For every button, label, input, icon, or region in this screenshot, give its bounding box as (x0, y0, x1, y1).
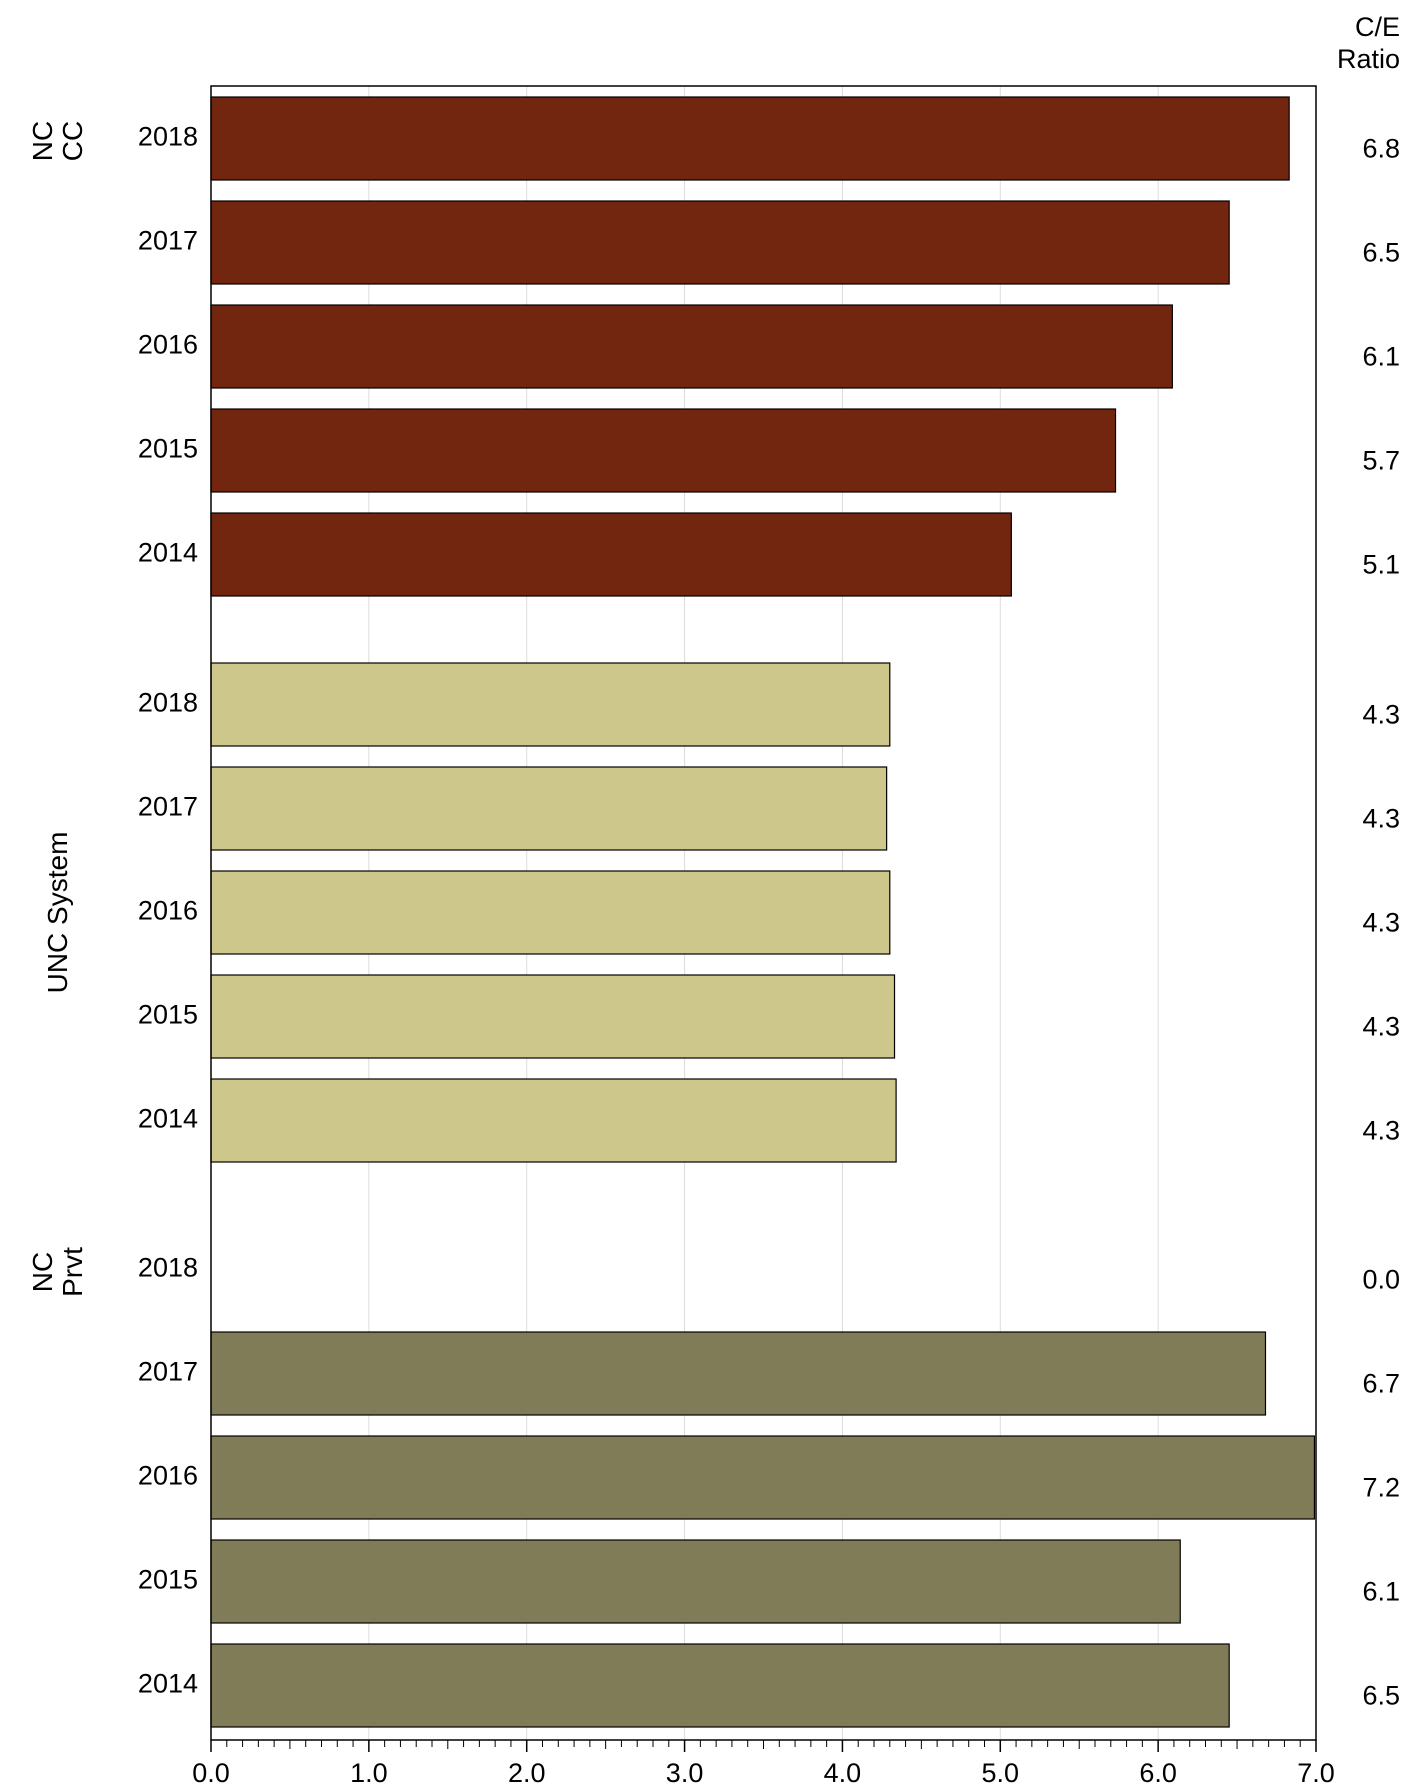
bar (210, 1331, 1267, 1416)
bar (210, 1643, 1230, 1728)
value-label: 6.5 (1362, 238, 1400, 268)
group-label: NCCC (27, 121, 88, 161)
year-label: 2014 (138, 1669, 198, 1699)
value-label: 6.7 (1362, 1369, 1400, 1399)
bar (210, 512, 1012, 597)
value-label: 4.3 (1362, 1116, 1400, 1146)
x-tick-label: 2.0 (508, 1758, 546, 1786)
value-label: 5.7 (1362, 446, 1400, 476)
value-label: 4.3 (1362, 908, 1400, 938)
x-axis: 0.0 1.0 2.0 3.0 4.0 5.0 6.0 7.0 (192, 1740, 1335, 1786)
value-label: 6.1 (1362, 1577, 1400, 1607)
bar (210, 304, 1173, 389)
x-tick-label: 5.0 (982, 1758, 1020, 1786)
x-tick-label: 6.0 (1139, 1758, 1177, 1786)
bar (210, 974, 896, 1059)
x-tick-label: 7.0 (1297, 1758, 1335, 1786)
x-tick-label: 0.0 (192, 1758, 230, 1786)
value-label: 6.5 (1362, 1681, 1400, 1711)
bar (210, 96, 1290, 181)
year-label: 2016 (138, 1461, 198, 1491)
value-label: 4.3 (1362, 700, 1400, 730)
x-tick-label: 4.0 (824, 1758, 862, 1786)
x-tick-label: 3.0 (666, 1758, 704, 1786)
year-label: 2017 (138, 792, 198, 822)
value-label: 6.8 (1362, 134, 1400, 164)
year-label: 2018 (138, 122, 198, 152)
year-label: 2015 (138, 434, 198, 464)
group-label-line: NC (27, 121, 58, 161)
year-label: 2017 (138, 226, 198, 256)
value-label: 5.1 (1362, 550, 1400, 580)
group-label-line: UNC System (42, 832, 73, 994)
year-label: 2014 (138, 538, 198, 568)
year-label: 2015 (138, 1565, 198, 1595)
bar (210, 200, 1230, 285)
bar (210, 1435, 1316, 1520)
value-header-line: Ratio (1337, 44, 1400, 74)
bar (210, 662, 891, 747)
year-label: 2014 (138, 1104, 198, 1134)
bar-series (210, 96, 1316, 1728)
year-label: 2016 (138, 896, 198, 926)
bar (210, 1539, 1181, 1624)
year-label: 2018 (138, 688, 198, 718)
value-header-line: C/E (1355, 12, 1400, 42)
group-label-line: Prvt (57, 1247, 88, 1297)
value-label: 4.3 (1362, 804, 1400, 834)
value-label: 6.1 (1362, 342, 1400, 372)
bar (210, 408, 1117, 493)
bar (210, 870, 891, 955)
value-label: 0.0 (1362, 1265, 1400, 1295)
value-label: 4.3 (1362, 1012, 1400, 1042)
bar (210, 1078, 897, 1163)
year-label: 2016 (138, 330, 198, 360)
group-label-line: CC (57, 121, 88, 161)
year-label: 2017 (138, 1357, 198, 1387)
year-label: 2018 (138, 1253, 198, 1283)
year-label: 2015 (138, 1000, 198, 1030)
group-label: NCPrvt (27, 1247, 88, 1297)
group-label-line: NC (27, 1252, 58, 1292)
value-label: 7.2 (1362, 1473, 1400, 1503)
bar (210, 766, 888, 851)
x-tick-label: 1.0 (350, 1758, 388, 1786)
group-label: UNC System (42, 832, 73, 994)
